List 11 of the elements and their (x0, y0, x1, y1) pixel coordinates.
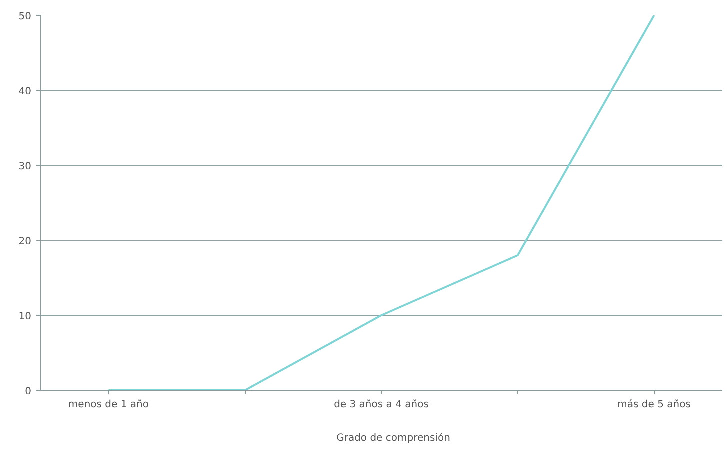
y-tick-label: 20 (18, 236, 32, 248)
y-tick-label: 40 (18, 86, 32, 98)
x-tick-label: más de 5 años (618, 400, 691, 410)
y-tick-label: 0 (25, 386, 32, 398)
line-series (108, 16, 656, 390)
y-tick-label: 50 (18, 12, 32, 22)
x-tick-label: de 3 años a 4 años (334, 400, 429, 410)
x-tick-label: menos de 1 año (68, 400, 149, 410)
y-tick-label: 30 (18, 162, 32, 172)
text: Grado de comprensión (336, 432, 450, 444)
y-tick-label: 10 (18, 312, 32, 322)
